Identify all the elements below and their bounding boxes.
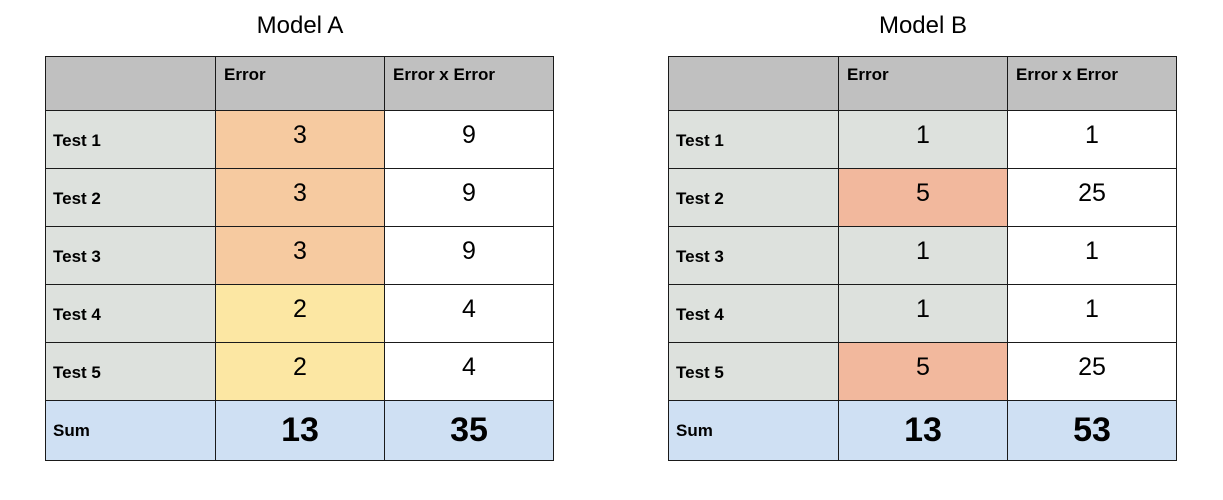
row-label: Test 4 — [45, 284, 216, 343]
header-cell-error: Error — [838, 56, 1008, 111]
table-row: Test 1 3 9 — [45, 110, 554, 169]
sum-error-squared-cell: 53 — [1007, 400, 1177, 461]
error-squared-cell: 1 — [1007, 226, 1177, 285]
error-squared-cell: 1 — [1007, 110, 1177, 169]
model-a-title: Model A — [256, 12, 344, 39]
error-cell: 1 — [838, 226, 1008, 285]
header-cell-empty — [668, 56, 839, 111]
error-cell: 5 — [838, 168, 1008, 227]
error-squared-cell: 9 — [384, 110, 554, 169]
model-b-table: Error Error x Error Test 1 1 1 Test 2 5 … — [668, 56, 1177, 461]
error-cell: 2 — [215, 342, 385, 401]
sum-error-squared-cell: 35 — [384, 400, 554, 461]
row-label: Test 4 — [668, 284, 839, 343]
table-row: Test 4 2 4 — [45, 284, 554, 343]
table-row: Test 1 1 1 — [668, 110, 1177, 169]
table-header-row: Error Error x Error — [45, 56, 554, 111]
sum-label: Sum — [668, 400, 839, 461]
table-row: Test 5 2 4 — [45, 342, 554, 401]
header-cell-error: Error — [215, 56, 385, 111]
error-cell: 5 — [838, 342, 1008, 401]
error-squared-cell: 4 — [384, 342, 554, 401]
error-cell: 3 — [215, 168, 385, 227]
header-cell-error-squared: Error x Error — [384, 56, 554, 111]
error-cell: 1 — [838, 284, 1008, 343]
sum-error-cell: 13 — [215, 400, 385, 461]
table-row: Test 2 5 25 — [668, 168, 1177, 227]
row-label: Test 5 — [45, 342, 216, 401]
error-squared-cell: 9 — [384, 168, 554, 227]
row-label: Test 2 — [45, 168, 216, 227]
row-label: Test 3 — [45, 226, 216, 285]
sum-row: Sum 13 53 — [668, 400, 1177, 461]
model-a-table: Error Error x Error Test 1 3 9 Test 2 3 … — [45, 56, 554, 461]
row-label: Test 1 — [668, 110, 839, 169]
error-squared-cell: 9 — [384, 226, 554, 285]
error-squared-cell: 25 — [1007, 168, 1177, 227]
error-cell: 1 — [838, 110, 1008, 169]
row-label: Test 2 — [668, 168, 839, 227]
sum-row: Sum 13 35 — [45, 400, 554, 461]
sum-label: Sum — [45, 400, 216, 461]
row-label: Test 5 — [668, 342, 839, 401]
error-squared-cell: 25 — [1007, 342, 1177, 401]
error-cell: 3 — [215, 226, 385, 285]
error-cell: 2 — [215, 284, 385, 343]
table-header-row: Error Error x Error — [668, 56, 1177, 111]
table-row: Test 3 3 9 — [45, 226, 554, 285]
table-row: Test 4 1 1 — [668, 284, 1177, 343]
error-cell: 3 — [215, 110, 385, 169]
header-cell-empty — [45, 56, 216, 111]
row-label: Test 1 — [45, 110, 216, 169]
model-b-title: Model B — [878, 12, 968, 39]
table-row: Test 5 5 25 — [668, 342, 1177, 401]
header-cell-error-squared: Error x Error — [1007, 56, 1177, 111]
table-row: Test 2 3 9 — [45, 168, 554, 227]
row-label: Test 3 — [668, 226, 839, 285]
sum-error-cell: 13 — [838, 400, 1008, 461]
table-row: Test 3 1 1 — [668, 226, 1177, 285]
error-squared-cell: 1 — [1007, 284, 1177, 343]
error-squared-cell: 4 — [384, 284, 554, 343]
